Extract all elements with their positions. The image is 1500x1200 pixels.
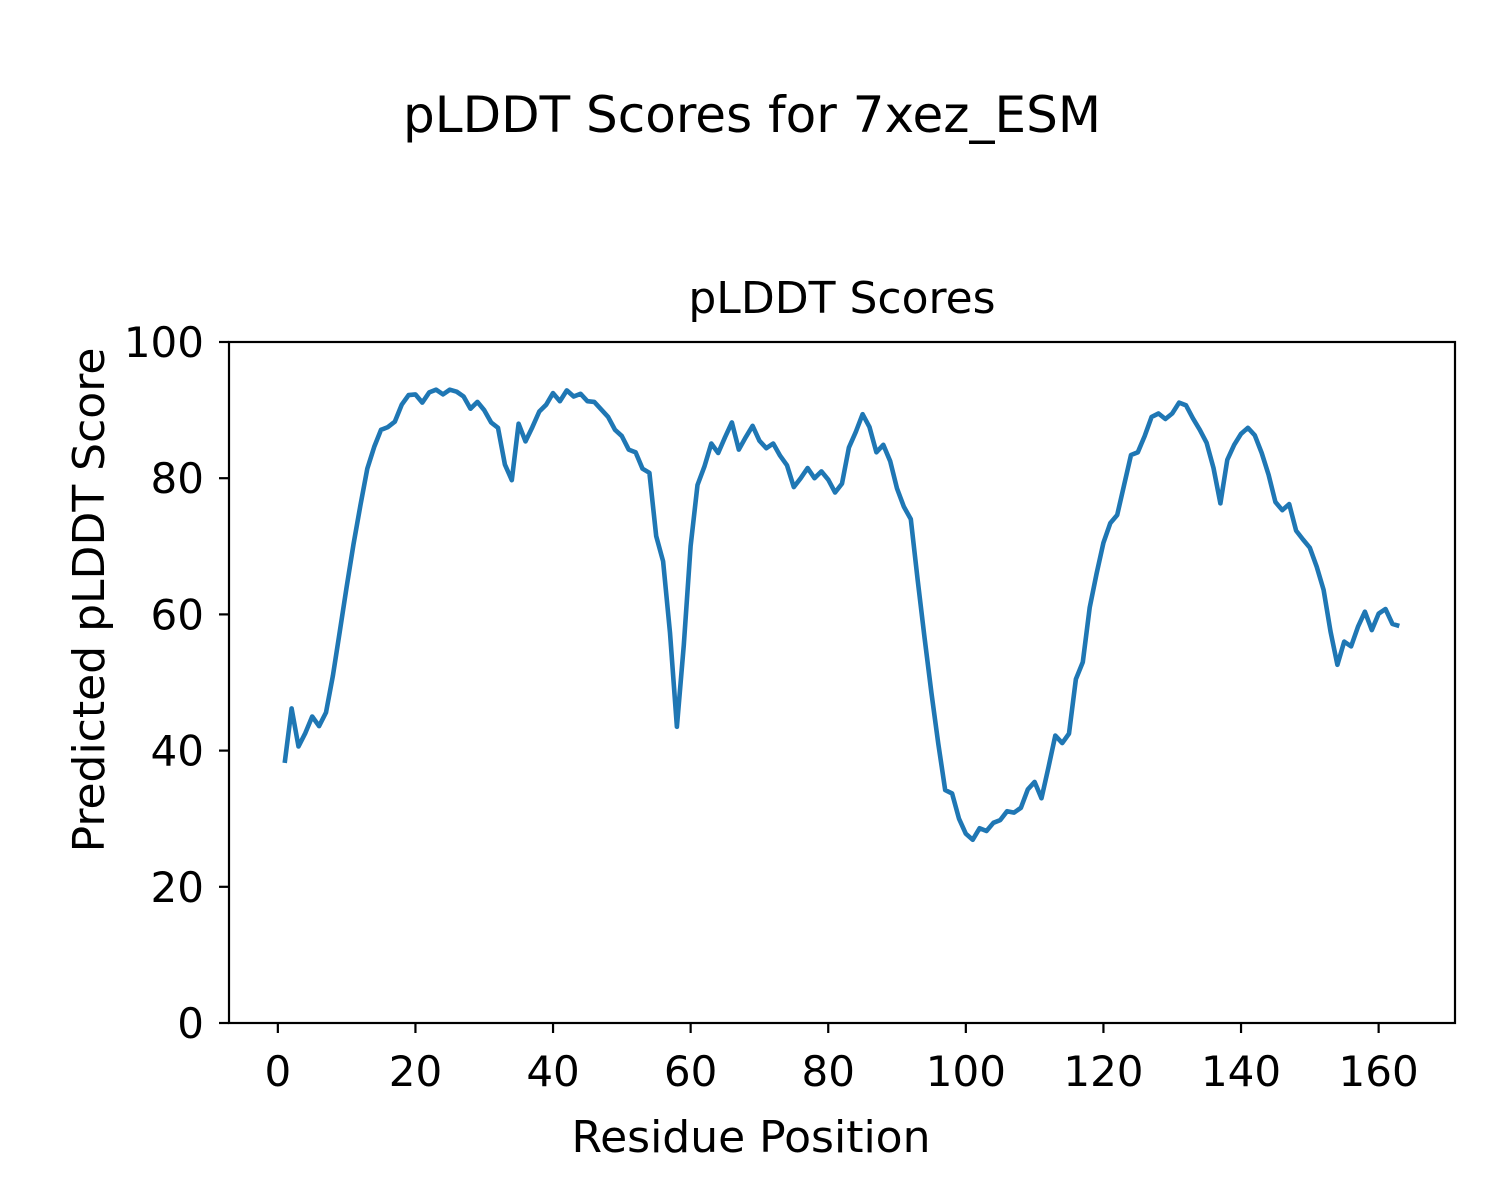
y-tick-label: 20 — [151, 863, 204, 912]
x-tick-label: 120 — [1063, 1047, 1143, 1096]
y-tick-label: 40 — [151, 727, 204, 776]
x-tick-label: 140 — [1201, 1047, 1281, 1096]
y-tick-label: 60 — [151, 590, 204, 639]
y-tick-label: 100 — [124, 318, 204, 367]
x-tick-label: 40 — [526, 1047, 579, 1096]
x-tick-label: 160 — [1339, 1047, 1419, 1096]
ticks-layer: 0 20 40 60 80 100 120 140 160 0 20 40 60 80 100 — [124, 318, 1419, 1096]
y-tick-label: 80 — [151, 454, 204, 503]
x-tick-label: 80 — [802, 1047, 855, 1096]
series-layer — [282, 387, 1400, 843]
x-tick-label: 20 — [389, 1047, 442, 1096]
x-tick-label: 100 — [926, 1047, 1006, 1096]
x-tick-label: 0 — [264, 1047, 291, 1096]
y-axis-label: Predicted pLDDT Score — [64, 348, 115, 853]
x-axis-label: Residue Position — [571, 1112, 930, 1163]
figure-suptitle: pLDDT Scores for 7xez_ESM — [403, 86, 1101, 144]
axes-title: pLDDT Scores — [688, 273, 995, 324]
y-tick-label: 0 — [177, 999, 204, 1048]
plot-border — [227, 340, 1457, 1025]
plddt-line — [282, 387, 1400, 843]
x-tick-label: 60 — [664, 1047, 717, 1096]
